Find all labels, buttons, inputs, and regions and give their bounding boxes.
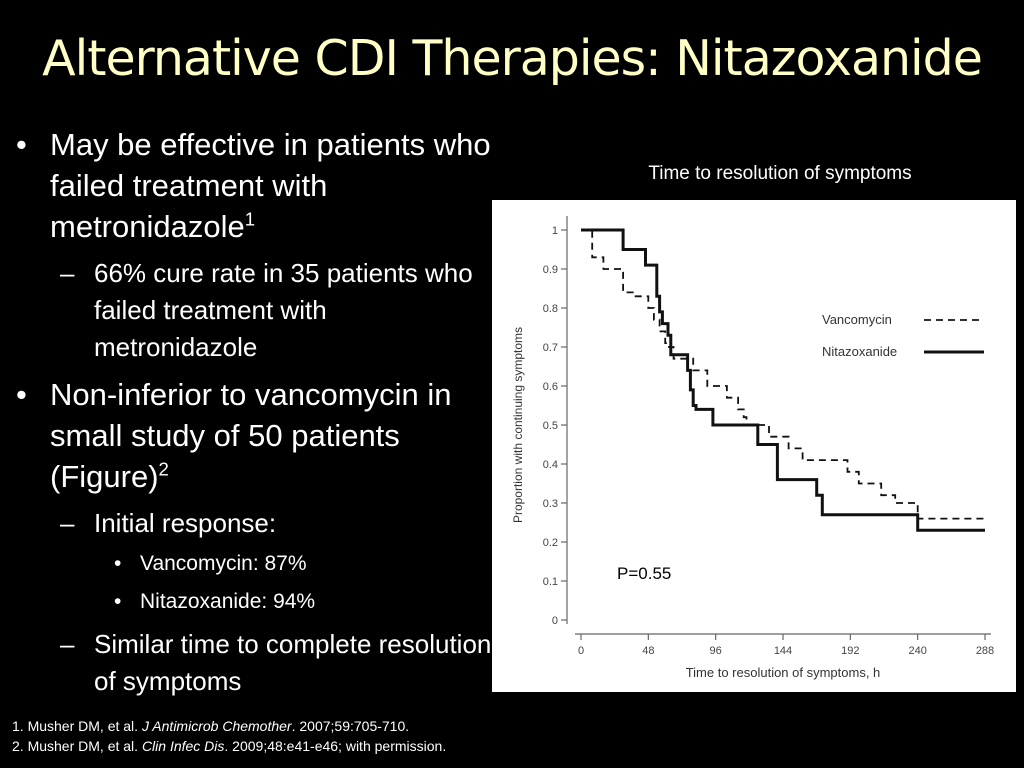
nitazoxanide-series-line <box>581 228 985 532</box>
bullet-marker: • <box>16 127 27 162</box>
bullet-list: • May be effective in patients who faile… <box>16 124 496 708</box>
x-tick-label: 288 <box>976 645 994 657</box>
x-tick-label: 48 <box>642 645 654 657</box>
dash-marker: – <box>60 508 75 538</box>
bullet-text: 66% cure rate in 35 patients who failed … <box>94 258 473 362</box>
bullet-text: Similar time to complete resolution of s… <box>94 629 492 696</box>
x-axis-title: Time to resolution of symptoms, h <box>686 665 881 680</box>
y-tick-label: 0 <box>552 615 558 627</box>
y-tick-label: 0.7 <box>543 342 558 354</box>
bullet-marker: • <box>114 552 122 575</box>
bullet-level1: • May be effective in patients who faile… <box>16 124 496 247</box>
y-tick-label: 0.2 <box>543 537 558 549</box>
y-tick-label: 0.8 <box>543 303 558 315</box>
x-tick-label: 144 <box>774 645 792 657</box>
bullet-marker: • <box>114 590 122 613</box>
citation-superscript: 1 <box>244 208 256 230</box>
y-axis-title: Proportion with continuing symptoms <box>511 327 525 523</box>
bullet-level2: – Similar time to complete resolution of… <box>16 626 496 700</box>
y-tick-label: 0.3 <box>543 498 558 510</box>
legend-label-vancomycin: Vancomycin <box>822 312 892 327</box>
x-tick-label: 192 <box>841 645 859 657</box>
dash-marker: – <box>60 629 75 659</box>
reference-authors: 1. Musher DM, et al. <box>12 718 142 734</box>
y-tick-label: 1 <box>552 225 558 237</box>
y-tick-label: 0.1 <box>543 576 558 588</box>
bullet-text: Initial response: <box>94 508 277 538</box>
x-tick-label: 96 <box>710 645 722 657</box>
bullet-level1: • Non-inferior to vancomycin in small st… <box>16 374 496 497</box>
slide-title: Alternative CDI Therapies: Nitazoxanide <box>42 30 983 87</box>
x-tick-label: 0 <box>578 645 584 657</box>
reference-journal: J Antimicrob Chemother <box>141 718 292 734</box>
chart-panel: 0 0.1 0.2 0.3 0.4 0.5 0.6 0.7 0.8 0.9 1 0 48 96 144 192… <box>492 200 1016 692</box>
x-tick-label: 240 <box>908 645 926 657</box>
y-tick-label: 0.4 <box>543 459 558 471</box>
chart-caption: Time to resolution of symptoms <box>648 163 912 184</box>
reference-2: 2. Musher DM, et al. Clin Infec Dis. 200… <box>12 736 446 756</box>
reference-details: . 2007;59:705-710. <box>291 718 410 734</box>
dash-marker: – <box>60 258 75 288</box>
bullet-level2: – 66% cure rate in 35 patients who faile… <box>16 255 496 366</box>
y-tick-label: 0.5 <box>543 420 558 432</box>
vancomycin-series-line <box>581 229 985 520</box>
y-tick-label: 0.9 <box>543 264 558 276</box>
bullet-text: May be effective in patients who failed … <box>50 127 491 244</box>
bullet-level3: • Nitazoxanide: 94% <box>16 588 496 616</box>
bullet-text: Vancomycin: 87% <box>140 552 307 575</box>
legend-label-nitazoxanide: Nitazoxanide <box>822 344 897 359</box>
reference-1: 1. Musher DM, et al. J Antimicrob Chemot… <box>12 716 446 736</box>
p-value-annotation: P=0.55 <box>617 564 672 583</box>
citation-superscript: 2 <box>158 458 169 480</box>
reference-journal: Clin Infec Dis <box>141 738 225 754</box>
references: 1. Musher DM, et al. J Antimicrob Chemot… <box>12 716 446 756</box>
y-tick-label: 0.6 <box>543 381 558 393</box>
bullet-level2: – Initial response: <box>16 505 496 542</box>
bullet-level3: • Vancomycin: 87% <box>16 550 496 578</box>
bullet-marker: • <box>16 377 27 412</box>
bullet-text: Nitazoxanide: 94% <box>140 590 316 613</box>
reference-authors: 2. Musher DM, et al. <box>12 738 142 754</box>
km-chart: 0 0.1 0.2 0.3 0.4 0.5 0.6 0.7 0.8 0.9 1 0 48 96 144 192… <box>511 216 994 680</box>
reference-details: . 2009;48:e41-e46; with permission. <box>224 738 447 754</box>
bullet-text: Non-inferior to vancomycin in small stud… <box>50 377 452 494</box>
